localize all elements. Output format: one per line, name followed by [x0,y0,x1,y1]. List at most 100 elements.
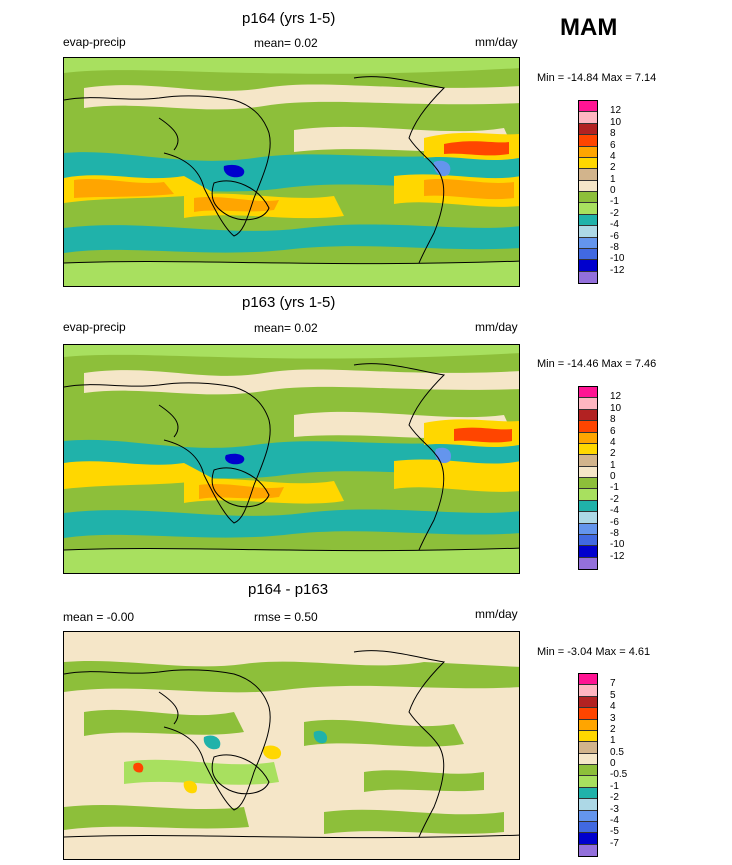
colorbar-tick-label: -2 [610,207,619,219]
colorbar [578,673,598,857]
colorbar-tick-label: 10 [610,402,622,414]
colorbar-swatch [579,500,597,513]
colorbar-tick-label: -12 [610,550,625,562]
colorbar-swatch [579,248,597,261]
colorbar-swatch [579,821,597,834]
world-map [63,344,520,574]
colorbar-swatch [579,226,597,238]
colorbar-swatch [579,409,597,422]
colorbar-tick-label: -4 [610,219,619,231]
colorbar-swatch [579,112,597,124]
colorbar-tick-label: 2 [610,162,616,174]
colorbar-tick-label: 2 [610,448,616,460]
colorbar-swatch [579,180,597,192]
colorbar-tick-label: 5 [610,689,616,701]
colorbar-tick-label: -8 [610,527,619,539]
panel-stats: Min = -14.84 Max = 7.14 [537,72,657,84]
colorbar-swatch [579,443,597,456]
colorbar-swatch [579,708,597,720]
colorbar-tick-label: -1 [610,196,619,208]
colorbar-tick-label: -1 [610,780,619,792]
panel-mean: mean= 0.02 [254,36,318,50]
colorbar-swatch [579,810,597,822]
colorbar-swatch [579,776,597,788]
colorbar-tick-label: -4 [610,814,619,826]
colorbar-tick-label: -2 [610,493,619,505]
colorbar-swatch [579,557,597,569]
colorbar-swatch [579,765,597,777]
panel-title: p164 - p163 [248,581,329,598]
colorbar-tick-label: 6 [610,425,616,437]
colorbar-tick-label: -10 [610,539,625,551]
colorbar-swatch [579,685,597,697]
colorbar-tick-label: 0 [610,758,616,769]
colorbar [578,386,598,570]
colorbar-tick-label: 0 [610,471,616,482]
colorbar-swatch [579,799,597,811]
colorbar-tick-label: -6 [610,516,619,528]
colorbar-swatch [579,271,597,283]
colorbar-tick-label: 0 [610,185,616,196]
colorbar-swatch [579,214,597,227]
colorbar-swatch [579,237,597,249]
panel-left-label: mean = -0.00 [63,610,135,624]
colorbar-swatch [579,512,597,524]
colorbar-swatch [579,478,597,490]
colorbar-swatch [579,489,597,501]
colorbar-swatch [579,157,597,170]
panel-units: mm/day [475,320,518,334]
colorbar-swatch [579,753,597,765]
colorbar-swatch [579,169,597,181]
colorbar-tick-label: -3 [610,803,619,815]
panel-stats: Min = -14.46 Max = 7.46 [537,358,657,370]
colorbar-tick-label: 8 [610,128,616,140]
colorbar-tick-label: 4 [610,436,616,448]
panel-left-label: evap-precip [63,320,126,334]
colorbar-tick-label: -0.5 [610,769,628,781]
colorbar-swatch [579,534,597,547]
colorbar-swatch [579,674,597,686]
colorbar-tick-label: 1 [610,173,616,185]
panel-mean: mean= 0.02 [254,321,318,335]
colorbar-swatch [579,421,597,433]
colorbar-swatch [579,787,597,800]
colorbar-swatch [579,742,597,754]
colorbar-swatch [579,466,597,478]
colorbar-tick-label: 4 [610,701,616,713]
colorbar-tick-label: -12 [610,264,625,276]
colorbar-tick-label: 2 [610,723,616,735]
colorbar-tick-label: 8 [610,414,616,426]
colorbar-tick-label: 10 [610,116,622,128]
colorbar-tick-label: 4 [610,150,616,162]
colorbar-swatch [579,523,597,535]
colorbar-tick-label: 12 [610,391,622,403]
colorbar-swatch [579,387,597,399]
colorbar-swatch [579,135,597,147]
colorbar-swatch [579,203,597,215]
colorbar-swatch [579,696,597,709]
colorbar-tick-label: -7 [610,837,619,849]
colorbar-tick-label: -1 [610,482,619,494]
colorbar-tick-label: 7 [610,678,616,690]
world-map [63,57,520,287]
colorbar-swatch [579,546,597,558]
colorbar-tick-label: 6 [610,139,616,151]
colorbar-tick-label: -4 [610,505,619,517]
panel-title: p163 (yrs 1-5) [242,294,336,311]
panel-title: p164 (yrs 1-5) [242,10,336,27]
colorbar-tick-label: 3 [610,712,616,724]
colorbar-swatch [579,719,597,731]
colorbar-tick-label: -8 [610,241,619,253]
colorbar-swatch [579,101,597,113]
colorbar-swatch [579,260,597,272]
colorbar-swatch [579,398,597,410]
panel-stats: Min = -3.04 Max = 4.61 [537,646,651,658]
colorbar [578,100,598,284]
colorbar-tick-label: 12 [610,105,622,117]
colorbar-tick-label: -5 [610,826,619,838]
world-map [63,631,520,860]
colorbar-swatch [579,455,597,467]
colorbar-swatch [579,730,597,743]
colorbar-tick-label: -2 [610,792,619,804]
colorbar-swatch [579,432,597,444]
